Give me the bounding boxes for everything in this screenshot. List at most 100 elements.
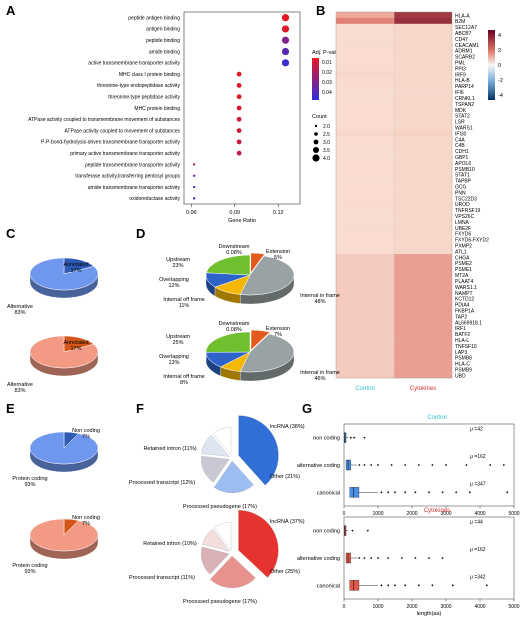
outlier-point	[351, 529, 354, 532]
heatmap-cell	[394, 360, 452, 367]
size-legend-dot	[313, 147, 319, 153]
gene-label: UBE2F	[455, 226, 471, 232]
heatmap-legend-tick: 4	[498, 33, 501, 39]
heatmap-cell	[394, 23, 452, 30]
heatmap-cell	[336, 324, 394, 331]
heatmap-cell	[336, 65, 394, 72]
heatmap-cell	[394, 271, 452, 278]
category-label: threonine-type peptidase activity	[108, 95, 180, 101]
slice-label: Other (25%)	[270, 569, 300, 575]
slice-pct: 48%	[314, 299, 325, 305]
heatmap-cell	[336, 112, 394, 119]
outlier-point	[506, 491, 509, 494]
outlier-point	[387, 557, 390, 559]
data-point	[192, 174, 196, 177]
gene-label: TAP2	[455, 314, 467, 320]
data-point	[236, 83, 242, 88]
slice-pct: 93%	[24, 482, 35, 488]
gene-label: ATL1	[455, 249, 467, 255]
category-label: peptide transmembrane transporter activi…	[85, 162, 181, 168]
heatmap-cell	[394, 224, 452, 231]
heatmap-cell	[394, 295, 452, 302]
slice-pct: 25%	[172, 340, 183, 346]
category-label: non coding	[313, 436, 340, 442]
data-point	[281, 59, 290, 67]
heatmap-cell	[336, 259, 394, 267]
gene-label: LAP3	[455, 350, 467, 356]
slice-pct: 46%	[314, 376, 325, 382]
slice-pct: 0.08%	[226, 250, 242, 256]
data-point	[236, 71, 242, 77]
data-point	[281, 36, 290, 44]
pie-slice	[213, 460, 254, 494]
x-tick-label: 1000	[372, 511, 383, 517]
size-legend-tick: 2.0	[323, 124, 330, 130]
outlier-point	[363, 464, 366, 466]
outlier-point	[380, 584, 383, 587]
heatmap-cell	[336, 82, 394, 89]
gene-label: SEC12A7	[455, 25, 477, 31]
panel-label-b: B	[316, 3, 325, 18]
outlier-point	[404, 491, 407, 494]
heatmap-cell	[336, 295, 394, 302]
heatmap-cell	[394, 141, 452, 148]
category-label: canonical	[317, 583, 340, 589]
slice-label: Downstream	[219, 244, 250, 250]
outlier-point	[387, 491, 390, 494]
gene-label: TNFRSF19	[455, 208, 481, 214]
outlier-point	[363, 436, 366, 439]
slice-label: Processed transcript (11%)	[129, 575, 195, 581]
slice-pct: 11%	[179, 303, 190, 309]
heatmap-cell	[336, 41, 394, 48]
heatmap-cell	[336, 224, 394, 231]
size-legend-tick: 2.5	[323, 132, 330, 138]
outlier-point	[358, 557, 361, 559]
heatmap-cell	[394, 124, 452, 131]
heatmap-cell	[394, 342, 452, 349]
outlier-point	[445, 464, 447, 466]
mean-label: μ =162	[470, 547, 486, 553]
outlier-point	[431, 584, 434, 587]
heatmap-cell	[394, 165, 452, 172]
data-point	[236, 128, 242, 133]
category-label: peptide antigen binding	[128, 15, 180, 21]
category-label: MHC protein binding	[134, 106, 180, 112]
pie-slice	[238, 415, 279, 486]
gene-label: CRNKL1	[455, 96, 475, 102]
outlier-point	[451, 584, 454, 587]
slice-pct: 17%	[70, 268, 81, 274]
size-legend-dot	[314, 132, 318, 136]
gene-label: PSME2	[455, 261, 472, 267]
heatmap-cell	[336, 242, 394, 249]
heatmap-cell	[394, 336, 452, 343]
outlier-point	[380, 491, 383, 494]
gene-label: PLAAT4	[455, 279, 473, 285]
size-legend-tick: 3.0	[323, 140, 330, 146]
heatmap-cell	[336, 29, 394, 36]
slice-pct: 13%	[168, 360, 179, 366]
heatmap-cell	[336, 360, 394, 367]
mean-label: μ =162	[470, 454, 486, 460]
heatmap-cell	[336, 88, 394, 95]
gene-label: IFI6	[455, 90, 464, 96]
slice-label: Internal in frame	[300, 293, 340, 299]
x-tick-label: 5000	[508, 511, 519, 517]
size-legend-tick: 4.0	[323, 156, 330, 162]
gene-label: SCARB2	[455, 55, 475, 61]
slice-label: Downstream	[219, 321, 250, 327]
box-plot-frame	[343, 423, 515, 507]
heatmap-cell	[336, 141, 394, 148]
heatmap-cell	[394, 53, 452, 60]
heatmap-cell	[394, 277, 452, 284]
data-point	[236, 94, 242, 100]
heatmap-cell	[394, 12, 452, 19]
outlier-point	[502, 464, 505, 466]
pie-slice	[250, 329, 271, 351]
heatmap-cell	[394, 47, 452, 54]
data-point	[281, 47, 290, 56]
gene-label: PSMB8	[455, 356, 472, 362]
gene-label: PPI3	[455, 66, 466, 72]
color-legend-tick: 0.02	[322, 70, 332, 76]
